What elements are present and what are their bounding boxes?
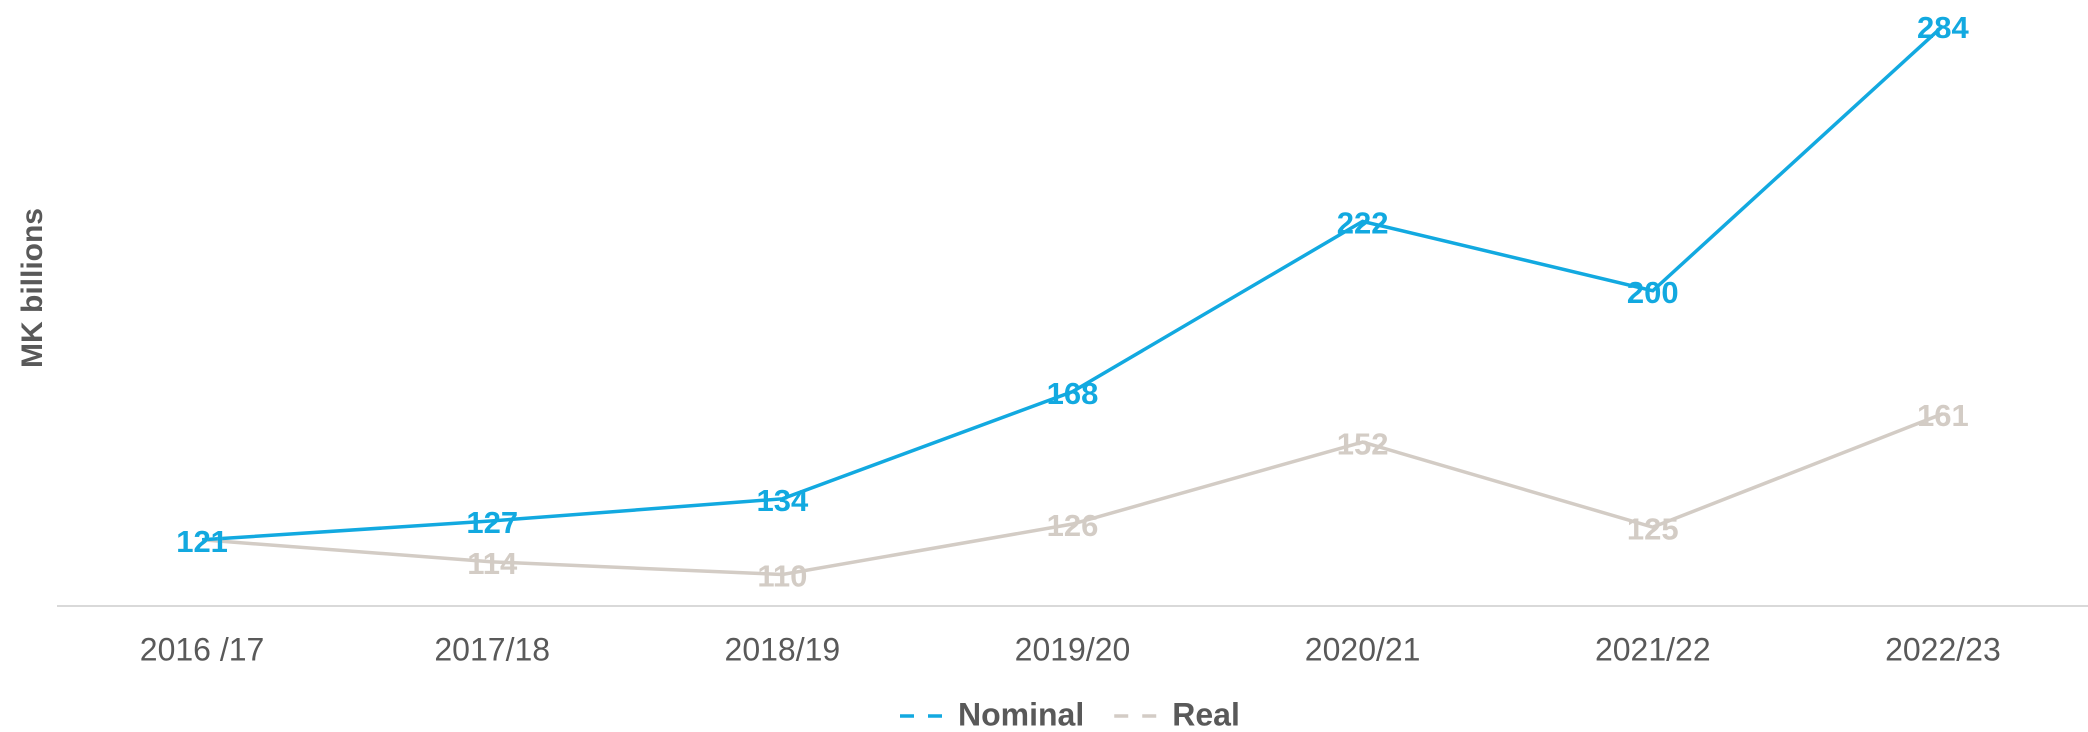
data-label: 125	[1627, 511, 1679, 546]
data-label: 161	[1917, 398, 1969, 433]
x-tick-label: 2022/23	[1885, 631, 2001, 667]
data-label: 168	[1047, 376, 1099, 411]
x-tick-label: 2020/21	[1305, 631, 1421, 667]
x-tick-label: 2016 /17	[140, 631, 265, 667]
data-label: 121	[176, 524, 228, 559]
data-label: 284	[1917, 10, 1969, 45]
data-label: 222	[1337, 206, 1389, 241]
x-tick-label: 2017/18	[434, 631, 550, 667]
data-label: 127	[466, 505, 518, 540]
x-tick-label: 2018/19	[725, 631, 841, 667]
data-label: 114	[467, 546, 518, 581]
series-line	[201, 24, 1945, 542]
data-label: 126	[1047, 508, 1099, 543]
data-label: 121	[176, 524, 228, 559]
data-label: 134	[756, 483, 808, 518]
x-tick-label: 2021/22	[1595, 631, 1711, 667]
data-label: 200	[1627, 275, 1679, 310]
legend-label: Real	[1172, 696, 1240, 732]
y-axis-label: MK billions	[16, 208, 49, 368]
data-label: 110	[757, 559, 807, 594]
series-line	[201, 412, 1944, 577]
x-tick-label: 2019/20	[1015, 631, 1131, 667]
data-label: 152	[1337, 426, 1389, 461]
legend-label: Nominal	[958, 696, 1084, 732]
